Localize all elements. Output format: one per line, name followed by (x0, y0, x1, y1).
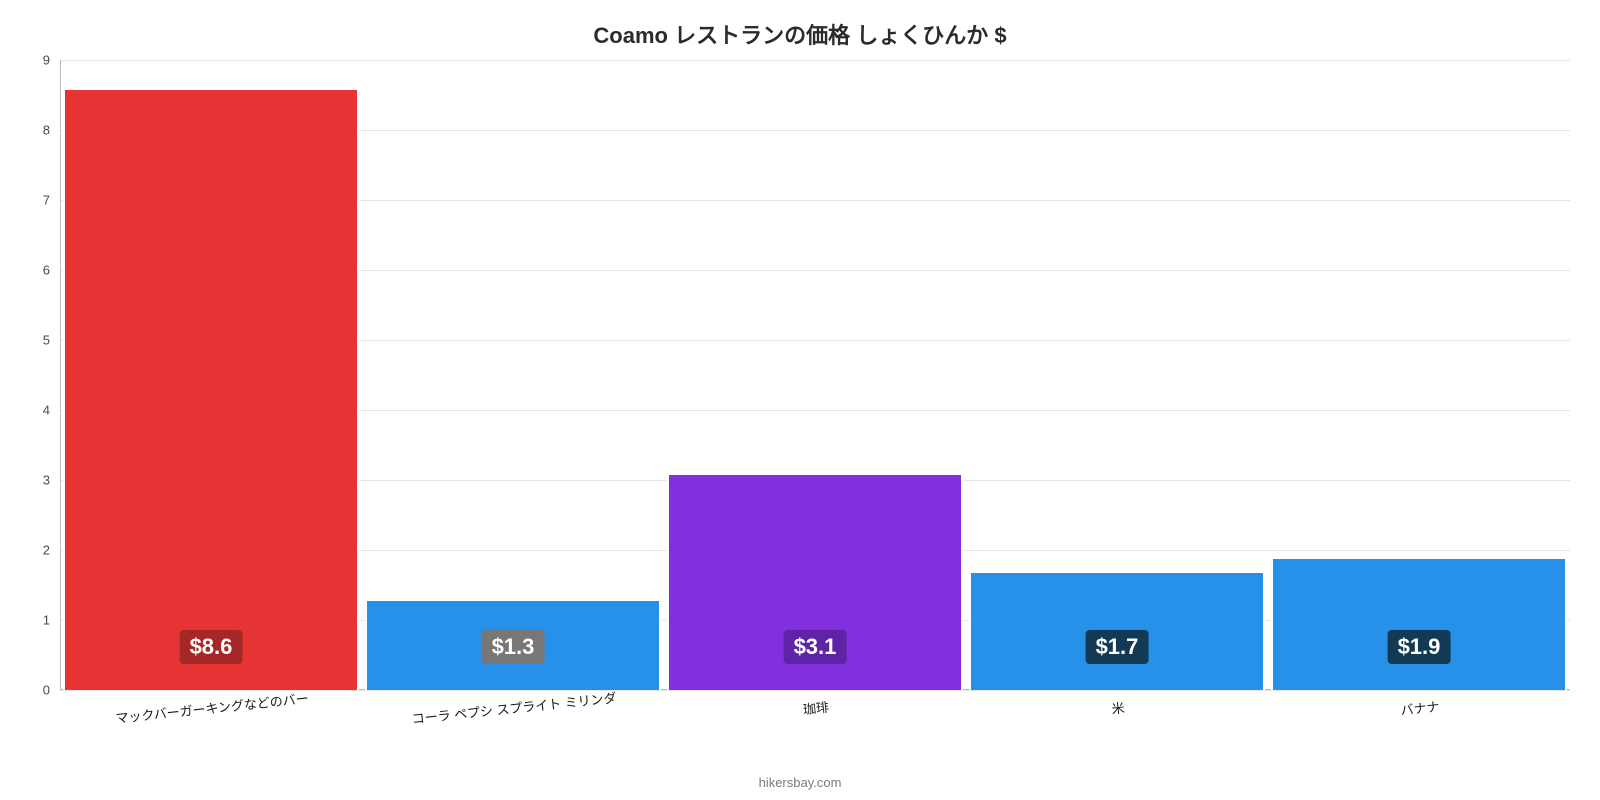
bar: $8.6 (63, 88, 359, 690)
y-tick-label: 0 (43, 683, 60, 698)
bar: $1.7 (969, 571, 1265, 690)
x-label-slot: コーラ ペプシ スプライト ミリンダ (362, 698, 664, 758)
bar-value-label: $1.7 (1086, 630, 1149, 664)
y-tick-label: 2 (43, 543, 60, 558)
x-label-slot: バナナ (1268, 698, 1570, 758)
bar-slot: $1.3 (362, 60, 664, 690)
x-label-slot: 米 (966, 698, 1268, 758)
bar-slot: $1.7 (966, 60, 1268, 690)
chart-container: Coamo レストランの価格 しょくひんか $ 0123456789 $8.6$… (0, 0, 1600, 800)
chart-title: Coamo レストランの価格 しょくひんか $ (0, 18, 1600, 50)
y-tick-label: 1 (43, 613, 60, 628)
bar-value-label: $1.9 (1388, 630, 1451, 664)
x-labels-row: マックバーガーキングなどのバーコーラ ペプシ スプライト ミリンダ 珈琲 米 バナナ (60, 698, 1570, 758)
bar-slot: $8.6 (60, 60, 362, 690)
bar: $1.3 (365, 599, 661, 690)
x-axis-label: マックバーガーキングなどのバー (115, 688, 310, 727)
x-axis-label: 米 (1111, 697, 1126, 717)
y-tick-label: 9 (43, 53, 60, 68)
x-axis-label: コーラ ペプシ スプライト ミリンダ (411, 687, 618, 727)
bar-value-label: $1.3 (482, 630, 545, 664)
y-tick-label: 3 (43, 473, 60, 488)
x-label-slot: 珈琲 (664, 698, 966, 758)
y-tick-label: 7 (43, 193, 60, 208)
x-axis-label: バナナ (1400, 696, 1441, 719)
bar-value-label: $8.6 (180, 630, 243, 664)
y-tick-label: 8 (43, 123, 60, 138)
bars-row: $8.6 $1.3 $3.1 $1.7 $1.9 (60, 60, 1570, 690)
bar: $1.9 (1271, 557, 1567, 690)
plot-area: 0123456789 $8.6$1.3$3.1$1.7$1.9 (60, 60, 1570, 690)
y-tick-label: 6 (43, 263, 60, 278)
y-tick-label: 4 (43, 403, 60, 418)
attribution: hikersbay.com (0, 775, 1600, 790)
x-axis-label: 珈琲 (802, 697, 830, 719)
bar: $3.1 (667, 473, 963, 690)
bar-slot: $1.9 (1268, 60, 1570, 690)
bar-value-label: $3.1 (784, 630, 847, 664)
bar-slot: $3.1 (664, 60, 966, 690)
x-label-slot: マックバーガーキングなどのバー (60, 698, 362, 758)
y-tick-label: 5 (43, 333, 60, 348)
